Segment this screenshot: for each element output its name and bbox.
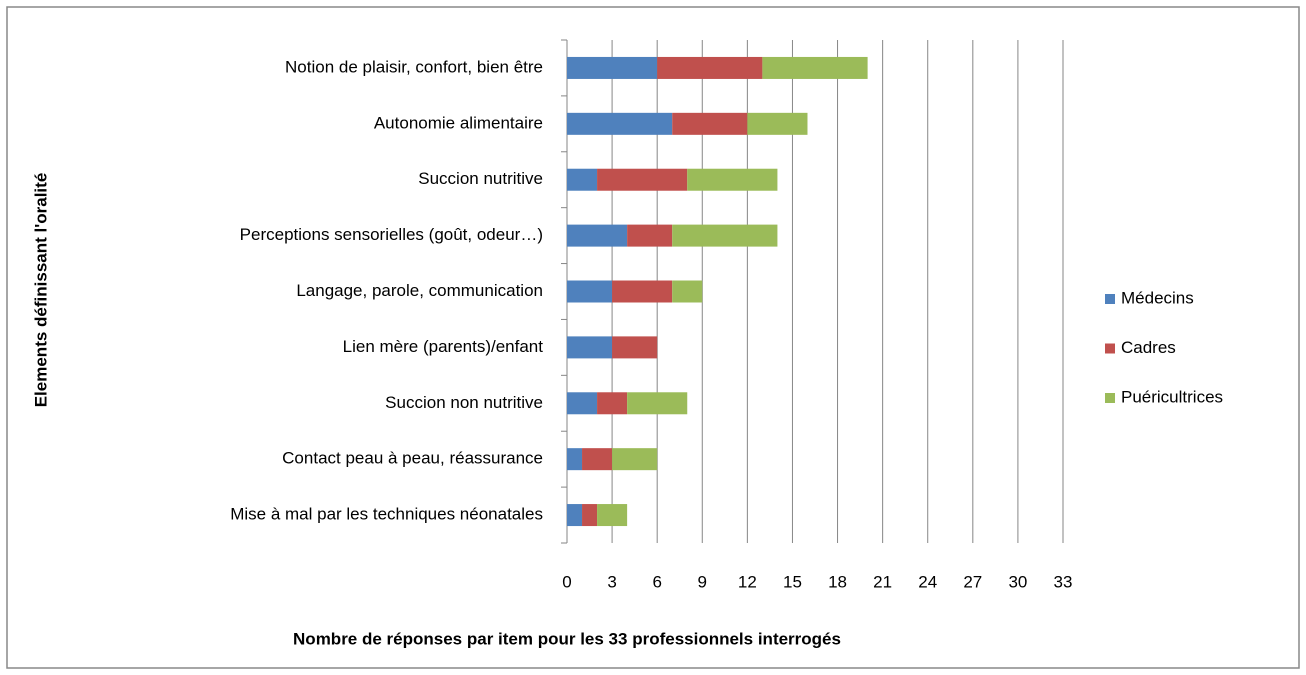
bar-segment [672, 112, 748, 135]
y-tick-label: Succion non nutritive [385, 393, 543, 412]
legend-swatch [1105, 294, 1115, 304]
y-tick-label: Contact peau à peau, réassurance [282, 449, 543, 468]
y-tick-label: Succion nutritive [418, 169, 543, 188]
bar-segment [567, 224, 628, 247]
x-tick-label: 18 [828, 572, 847, 591]
y-tick-label: Notion de plaisir, confort, bien être [285, 57, 543, 76]
bar-segment [687, 168, 778, 191]
x-tick-label: 24 [918, 572, 937, 591]
x-tick-label: 12 [738, 572, 757, 591]
y-tick-label: Perceptions sensorielles (goût, odeur…) [240, 225, 543, 244]
y-tick-label: Langage, parole, communication [296, 281, 543, 300]
legend-swatch [1105, 393, 1115, 403]
x-tick-label: 15 [783, 572, 802, 591]
bar-segment [567, 504, 583, 527]
legend-label: Médecins [1121, 288, 1194, 307]
x-tick-label: 30 [1008, 572, 1027, 591]
bar-segment [567, 112, 673, 135]
y-tick-label: Lien mère (parents)/enfant [343, 337, 544, 356]
bar-segment [612, 448, 658, 471]
x-tick-label: 0 [562, 572, 571, 591]
bar-segment [567, 392, 598, 415]
bar-segment [747, 112, 808, 135]
bar-segment [597, 504, 628, 527]
x-tick-label: 21 [873, 572, 892, 591]
x-axis-title: Nombre de réponses par item pour les 33 … [293, 629, 841, 648]
bar-segment [567, 448, 583, 471]
legend-swatch [1105, 343, 1115, 354]
x-tick-label: 6 [652, 572, 661, 591]
x-tick-label: 27 [963, 572, 982, 591]
legend-label: Cadres [1121, 338, 1176, 357]
bar-segment [672, 280, 703, 303]
bar-segment [582, 448, 613, 471]
y-tick-label: Mise à mal par les techniques néonatales [230, 505, 543, 524]
bar-segment [567, 168, 598, 191]
bar-segment [567, 336, 613, 359]
y-axis-title: Elements définissant l'oralité [31, 173, 50, 408]
bar-segment [597, 392, 628, 415]
bar-segment [672, 224, 778, 247]
bar-segment [567, 280, 613, 303]
x-tick-label: 3 [607, 572, 616, 591]
legend-label: Puéricultrices [1121, 387, 1223, 406]
bar-segment [762, 56, 868, 79]
bar-segment [597, 168, 688, 191]
bar-segment [627, 392, 688, 415]
bar-segment [567, 56, 658, 79]
bar-segment [612, 336, 658, 359]
y-tick-label: Autonomie alimentaire [374, 113, 543, 132]
x-tick-label: 9 [698, 572, 707, 591]
bar-segment [612, 280, 673, 303]
bar-segment [582, 504, 598, 527]
bar-segment [657, 56, 763, 79]
bar-segment [627, 224, 673, 247]
x-tick-label: 33 [1054, 572, 1073, 591]
